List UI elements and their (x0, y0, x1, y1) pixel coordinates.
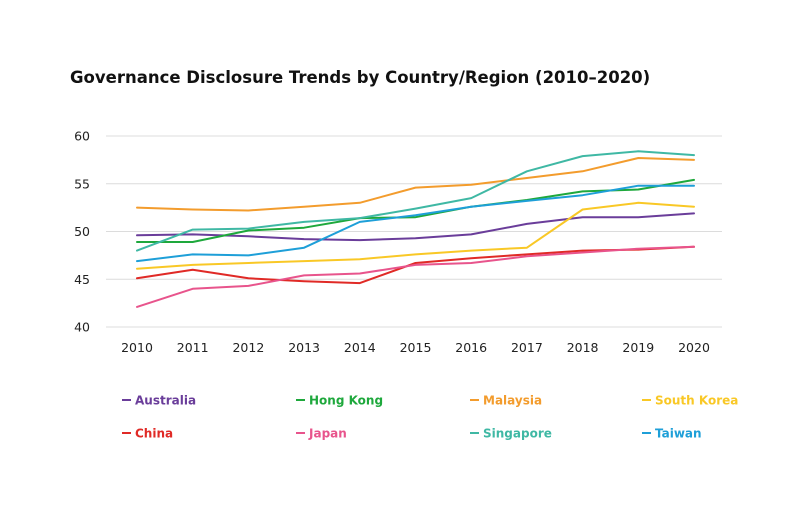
y-tick-label: 60 (74, 129, 90, 144)
y-tick-label: 40 (74, 320, 90, 335)
x-tick-label: 2011 (177, 340, 209, 355)
legend-item-taiwan[interactable]: Taiwan (642, 426, 702, 440)
x-tick-label: 2018 (567, 340, 599, 355)
legend-label: Malaysia (483, 393, 542, 407)
chart-title: Governance Disclosure Trends by Country/… (70, 68, 650, 87)
series-line-japan (136, 245, 695, 308)
legend-item-singapore[interactable]: Singapore (470, 426, 552, 440)
legend-item-china[interactable]: China (122, 426, 173, 440)
legend-item-south-korea[interactable]: South Korea (642, 393, 738, 407)
legend-label: Hong Kong (309, 393, 383, 407)
series-line-south-korea (136, 201, 695, 270)
series-line-taiwan (136, 184, 695, 263)
series-line-hong-kong (136, 178, 695, 243)
legend-item-hong-kong[interactable]: Hong Kong (296, 393, 383, 407)
y-axis-ticks: 40 45 50 55 60 (74, 129, 90, 335)
legend-label: China (135, 426, 173, 440)
series-line-malaysia (136, 157, 695, 212)
y-tick-label: 50 (74, 224, 90, 239)
x-tick-label: 2019 (622, 340, 654, 355)
legend-item-australia[interactable]: Australia (122, 393, 196, 407)
x-tick-label: 2016 (455, 340, 487, 355)
x-tick-label: 2010 (121, 340, 153, 355)
y-tick-label: 45 (74, 272, 90, 287)
x-axis-ticks: 2010 2011 2012 2013 2014 2015 2016 2017 2018 2019… (121, 340, 710, 355)
legend-label: Australia (135, 393, 196, 407)
x-tick-label: 2014 (344, 340, 376, 355)
legend-label: Singapore (483, 426, 552, 440)
y-tick-label: 55 (74, 176, 90, 191)
x-tick-label: 2012 (232, 340, 264, 355)
legend-item-malaysia[interactable]: Malaysia (470, 393, 542, 407)
x-tick-label: 2013 (288, 340, 320, 355)
series-line-australia (136, 212, 695, 242)
legend-label: Taiwan (655, 426, 702, 440)
legend-label: South Korea (655, 393, 738, 407)
legend: Australia Hong Kong Malaysia South Korea Chi… (122, 393, 738, 440)
x-tick-label: 2020 (678, 340, 710, 355)
x-tick-label: 2015 (400, 340, 432, 355)
legend-item-japan[interactable]: Japan (296, 426, 347, 440)
series-line-singapore (136, 150, 695, 252)
x-tick-label: 2017 (511, 340, 543, 355)
legend-label: Japan (308, 426, 347, 440)
grid (106, 135, 722, 328)
series-lines (136, 150, 695, 308)
